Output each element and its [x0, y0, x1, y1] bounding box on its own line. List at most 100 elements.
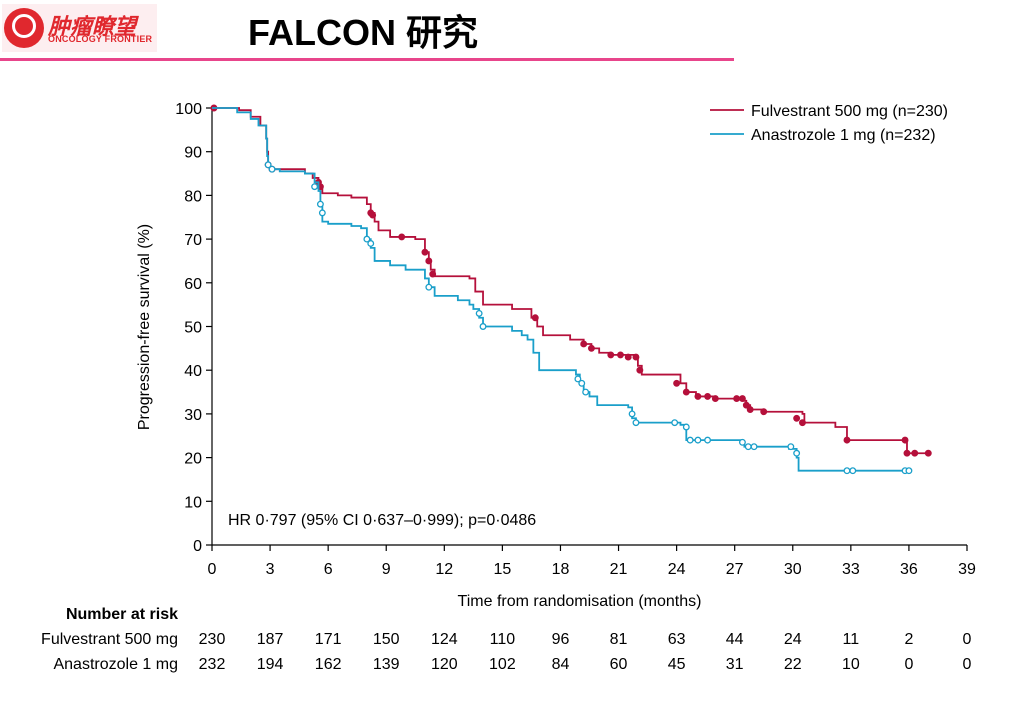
x-tick-label: 3: [266, 561, 275, 578]
risk-count: 10: [842, 656, 860, 673]
censor-mark: [264, 161, 272, 169]
censor-mark: [429, 270, 437, 278]
censor-mark: [421, 248, 429, 256]
risk-count: 162: [315, 656, 342, 673]
censor-mark: [425, 257, 433, 265]
censor-mark: [744, 443, 752, 451]
censor-mark: [738, 438, 746, 446]
censor-mark: [694, 392, 702, 400]
censor-mark: [367, 240, 375, 247]
risk-count: 0: [904, 656, 913, 673]
y-tick-label: 40: [184, 363, 202, 380]
risk-row-label: Fulvestrant 500 mg: [41, 631, 178, 648]
censor-mark: [673, 379, 681, 387]
chart-curves: [210, 104, 932, 475]
censor-mark: [587, 344, 595, 352]
censor-mark: [750, 443, 758, 451]
x-tick-label: 6: [324, 561, 333, 578]
x-tick-label: 39: [958, 561, 976, 578]
x-tick-label: 24: [668, 561, 686, 578]
risk-count: 11: [843, 631, 860, 648]
censor-mark: [617, 351, 624, 359]
censor-mark: [760, 408, 768, 416]
censor-mark: [686, 436, 694, 444]
y-tick-label: 20: [184, 451, 202, 468]
censor-mark: [582, 388, 590, 396]
logo-english-text: ONCOLOGY FRONTIER: [48, 34, 153, 44]
censor-mark: [793, 449, 801, 457]
censor-mark: [924, 449, 932, 457]
risk-count: 84: [552, 656, 570, 673]
censor-mark: [901, 436, 909, 444]
censor-mark: [578, 379, 586, 387]
censor-mark: [787, 443, 795, 451]
censor-mark: [682, 388, 690, 396]
censor-mark: [318, 209, 326, 217]
risk-count: 110: [490, 631, 516, 648]
y-tick-label: 30: [184, 407, 202, 424]
censor-mark: [843, 467, 851, 475]
censor-mark: [711, 395, 719, 403]
censor-mark: [843, 436, 851, 444]
risk-count: 230: [199, 631, 226, 648]
censor-mark: [425, 283, 433, 291]
risk-count: 44: [726, 631, 744, 648]
risk-count: 96: [552, 631, 570, 648]
censor-mark: [479, 323, 487, 330]
km-curve-anastrozole: [212, 107, 909, 472]
censor-mark: [671, 419, 679, 427]
risk-count: 81: [610, 631, 628, 648]
legend-label: Anastrozole 1 mg (n=232): [751, 127, 936, 144]
censor-mark: [369, 211, 377, 219]
censor-mark: [742, 401, 750, 409]
risk-count: 102: [489, 656, 516, 673]
censor-mark: [746, 406, 754, 413]
x-tick-label: 15: [493, 561, 511, 578]
censor-mark: [704, 392, 712, 400]
censor-mark: [311, 183, 319, 191]
legend-label: Fulvestrant 500 mg (n=230): [751, 103, 948, 120]
censor-mark: [398, 233, 406, 241]
censor-mark: [574, 375, 582, 383]
risk-table: Number at risk Fulvestrant 500 mg 230 187 17…: [41, 606, 972, 673]
risk-table-title: Number at risk: [66, 606, 178, 623]
brand-logo: 肿瘤瞭望 ONCOLOGY FRONTIER: [2, 4, 157, 52]
censor-mark: [580, 340, 588, 348]
y-tick-label: 50: [184, 320, 202, 337]
risk-count: 194: [257, 656, 284, 673]
censor-mark: [475, 309, 483, 317]
risk-count: 124: [431, 631, 458, 648]
risk-count: 139: [373, 656, 400, 673]
censor-mark: [363, 235, 371, 243]
risk-count: 60: [610, 656, 628, 673]
censor-mark: [905, 467, 913, 475]
risk-count: 63: [668, 631, 686, 648]
km-curve-fulvestrant: [212, 107, 929, 455]
censor-mark: [682, 423, 690, 431]
y-tick-label: 60: [184, 276, 202, 293]
censor-mark: [733, 395, 741, 403]
censor-mark: [628, 410, 636, 418]
risk-count: 45: [668, 656, 686, 673]
risk-count: 120: [431, 656, 458, 673]
x-tick-label: 30: [784, 561, 802, 578]
x-tick-label: 36: [900, 561, 918, 578]
y-tick-label: 70: [184, 232, 202, 249]
censor-mark: [738, 395, 746, 403]
censor-mark: [793, 414, 801, 422]
risk-count: 24: [784, 631, 802, 648]
x-axis-label: Time from randomisation (months): [458, 593, 702, 610]
y-tick-label: 90: [184, 145, 202, 162]
censor-mark: [316, 200, 324, 208]
x-tick-label: 21: [610, 561, 628, 578]
y-tick-label: 80: [184, 188, 202, 205]
censor-mark: [798, 419, 806, 427]
chart-legend: Fulvestrant 500 mg (n=230) Anastrozole 1 …: [710, 103, 948, 144]
censor-mark: [531, 314, 539, 322]
y-axis-label: Progression-free survival (%): [136, 224, 153, 430]
risk-count: 0: [963, 656, 972, 673]
x-tick-label: 0: [208, 561, 217, 578]
censor-mark: [624, 353, 632, 361]
